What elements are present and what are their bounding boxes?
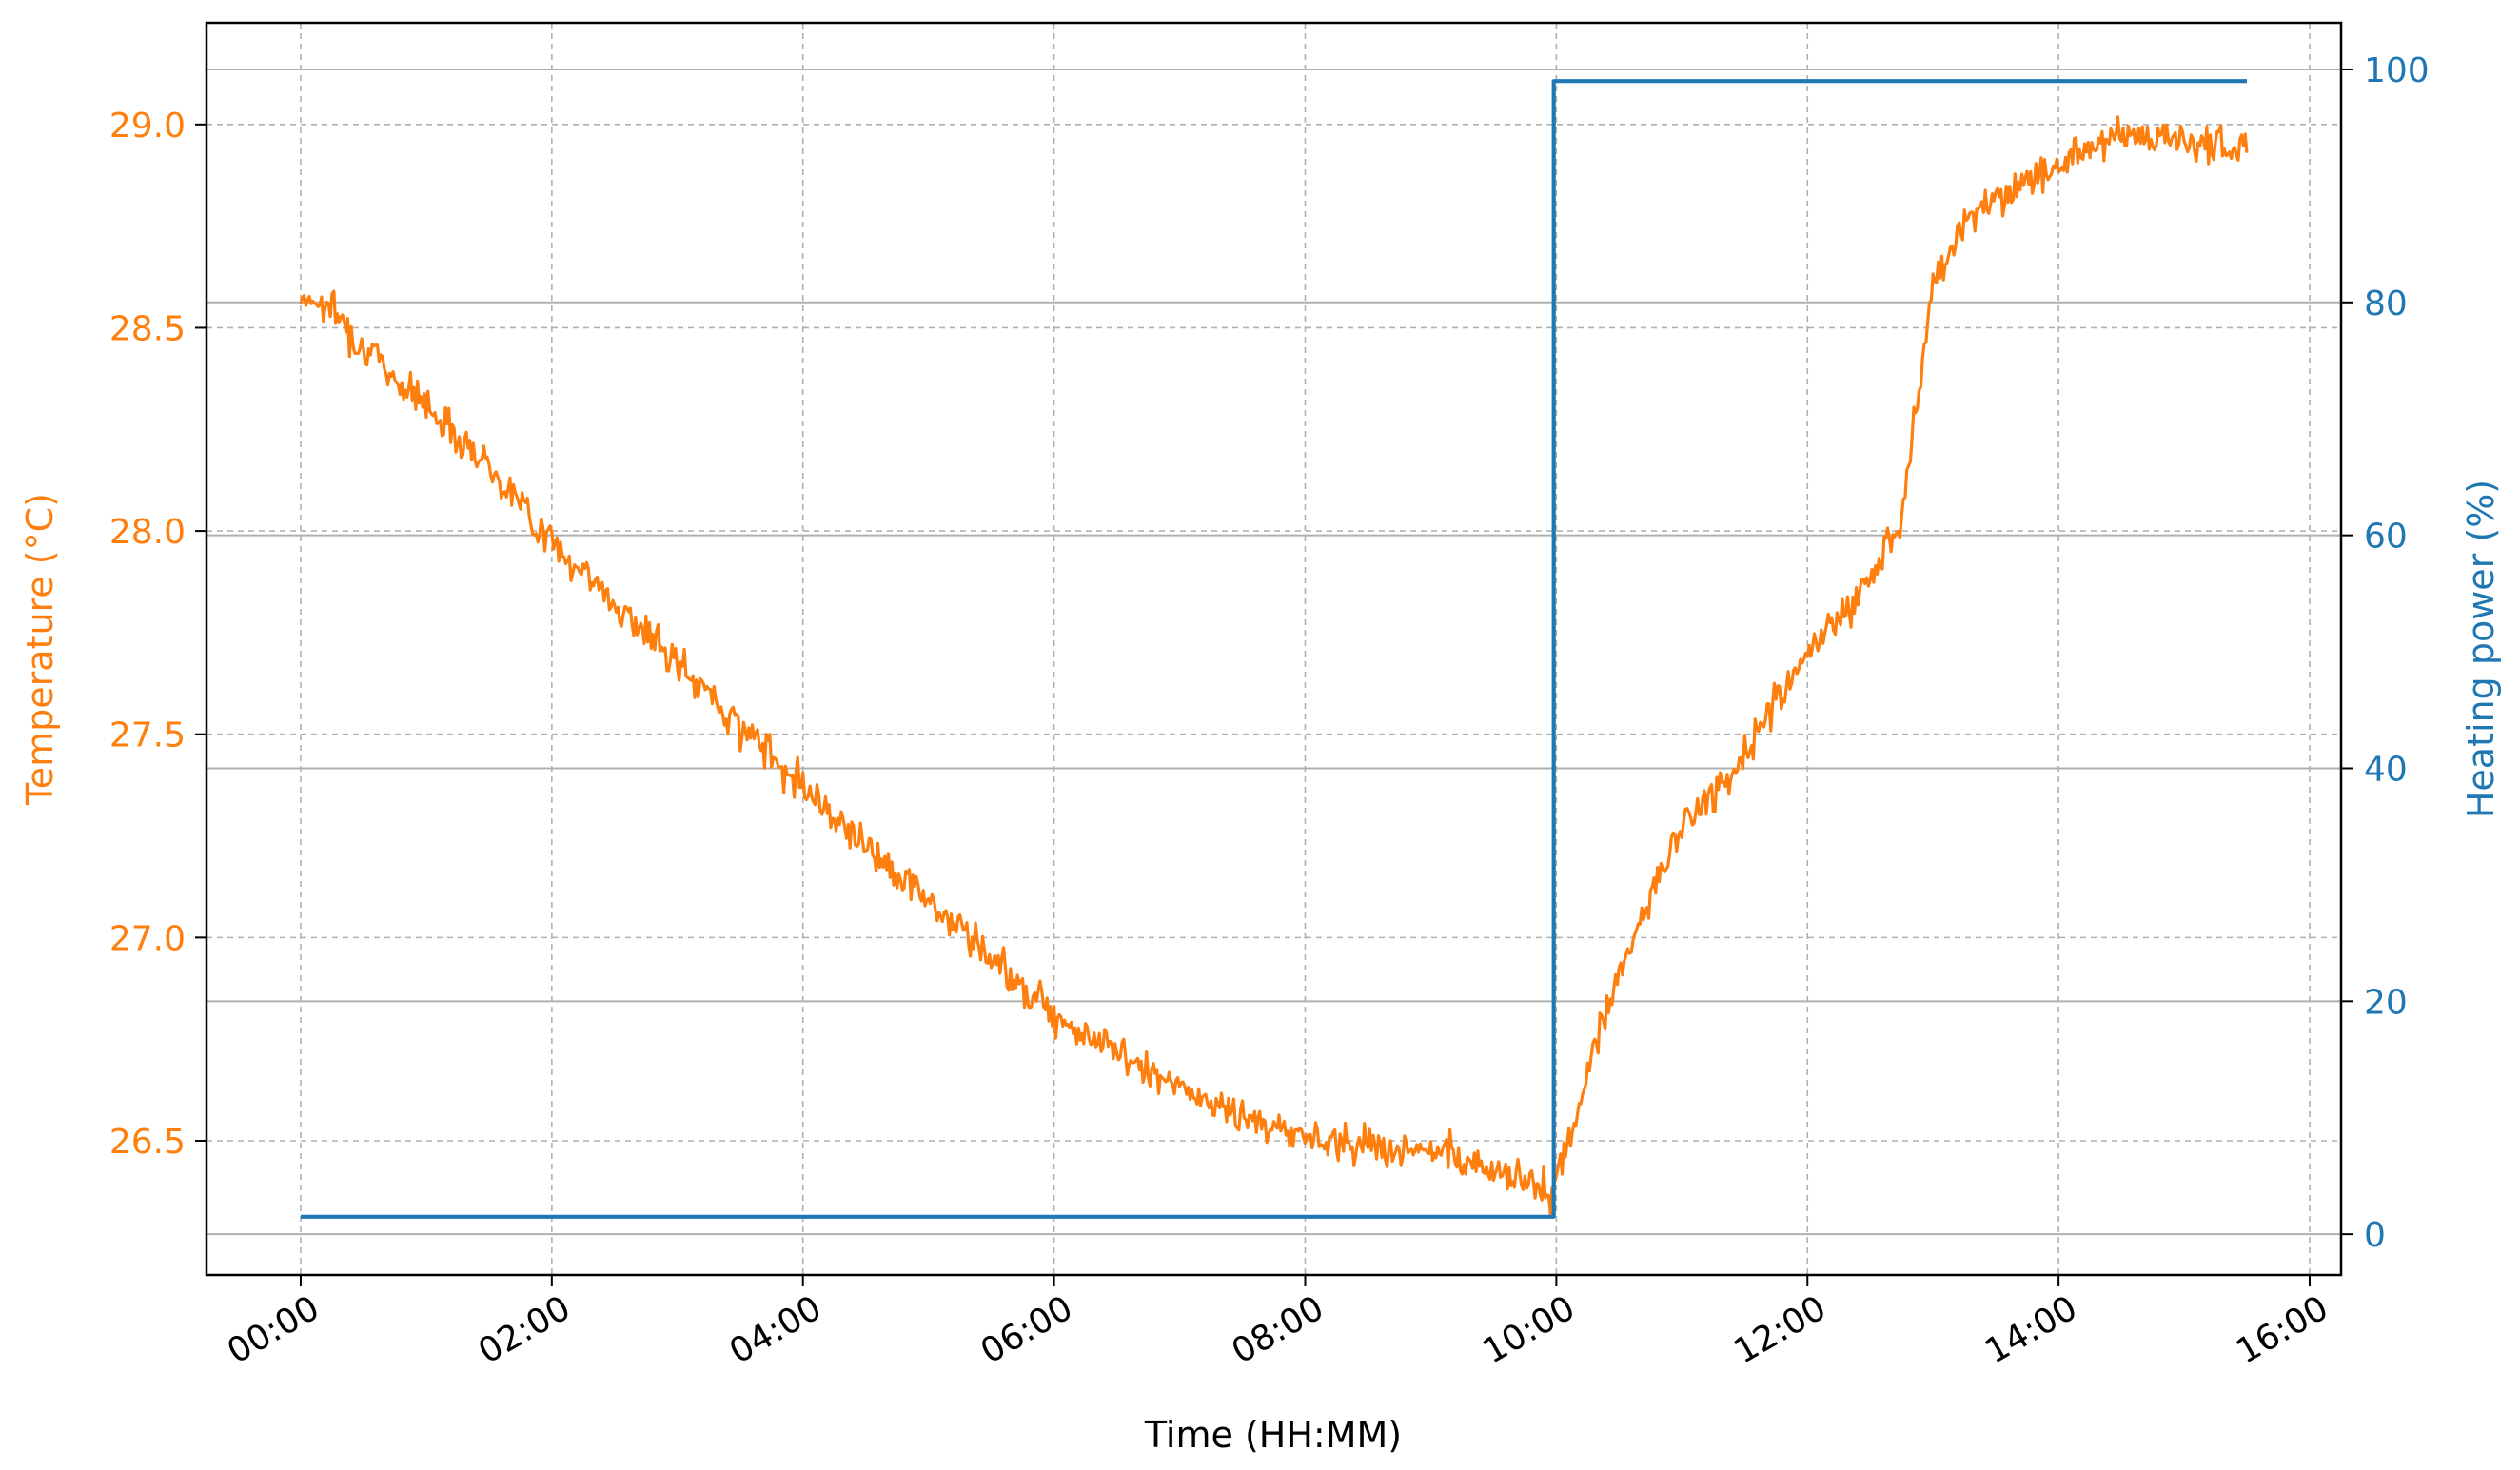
left-y-tick-label: 28.0 xyxy=(109,513,186,552)
x-axis-label: Time (HH:MM) xyxy=(1144,1414,1402,1456)
right-y-tick-label: 80 xyxy=(2364,284,2408,323)
x-tick-label: 14:00 xyxy=(1979,1288,2083,1371)
left-y-tick-label: 29.0 xyxy=(109,107,186,146)
x-tick-label: 06:00 xyxy=(975,1288,1079,1371)
x-tick-label: 16:00 xyxy=(2230,1288,2334,1371)
left-y-tick-label: 28.5 xyxy=(109,309,186,348)
x-tick-label: 04:00 xyxy=(723,1288,828,1371)
right-axis-grid xyxy=(207,68,2341,1236)
right-y-axis-label: Heating power (%) xyxy=(2460,480,2502,818)
grid xyxy=(207,23,2341,1275)
series-line-heating-power xyxy=(301,79,2247,1219)
right-y-tick-label: 40 xyxy=(2364,750,2408,789)
series-layer xyxy=(299,79,2249,1219)
left-y-tick-label: 27.5 xyxy=(109,716,186,755)
x-axis: 00:00 02:00 04:00 06:00 08:00 10:00 12:00 14:00… xyxy=(221,1275,2335,1372)
x-tick-label: 08:00 xyxy=(1226,1288,1330,1371)
left-y-tick-label: 27.0 xyxy=(109,919,186,958)
right-y-tick-label: 60 xyxy=(2364,518,2408,557)
left-y-axis: 26.5 27.0 27.5 28.0 28.5 29.0 xyxy=(109,107,207,1162)
right-y-tick-label: 20 xyxy=(2364,983,2408,1022)
x-tick-label: 00:00 xyxy=(221,1288,325,1371)
right-y-axis: 0 20 40 60 80 100 xyxy=(2341,51,2430,1255)
left-y-tick-label: 26.5 xyxy=(109,1123,186,1162)
x-tick-label: 02:00 xyxy=(472,1288,577,1371)
right-y-tick-label: 100 xyxy=(2364,51,2430,90)
series-line-temperature xyxy=(299,115,2249,1216)
left-y-axis-label: Temperature (°C) xyxy=(19,493,61,806)
plot-frame xyxy=(205,21,2343,1277)
x-tick-label: 12:00 xyxy=(1727,1288,1832,1371)
right-y-tick-label: 0 xyxy=(2364,1216,2386,1255)
x-tick-label: 10:00 xyxy=(1477,1288,1582,1371)
